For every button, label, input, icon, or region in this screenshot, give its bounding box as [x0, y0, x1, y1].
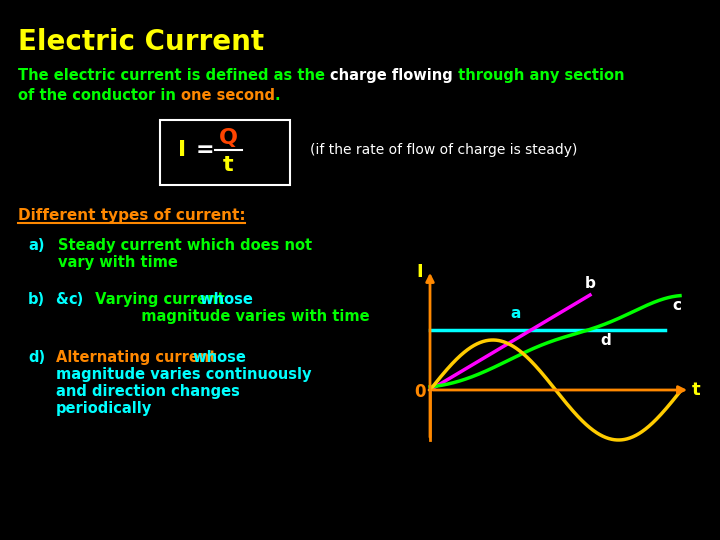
Text: Varying current: Varying current: [90, 292, 225, 307]
Text: vary with time: vary with time: [58, 255, 178, 270]
Text: Steady current which does not: Steady current which does not: [58, 238, 312, 253]
Text: t: t: [692, 381, 701, 399]
Text: and direction changes: and direction changes: [56, 384, 240, 399]
Text: I: I: [178, 140, 186, 160]
Text: through any section: through any section: [453, 68, 624, 83]
Text: I: I: [416, 263, 423, 281]
Text: Different types of current:: Different types of current:: [18, 208, 246, 223]
Text: one second: one second: [181, 88, 275, 103]
Bar: [160, 120, 290, 185]
Text: .: .: [275, 88, 281, 103]
Text: b: b: [585, 276, 596, 291]
Text: whose: whose: [195, 292, 253, 307]
Text: Q: Q: [218, 128, 238, 148]
Text: d: d: [600, 333, 611, 348]
Text: b): b): [28, 292, 45, 307]
Text: &: &: [56, 292, 74, 307]
Text: a): a): [28, 238, 45, 253]
Text: (if the rate of flow of charge is steady): (if the rate of flow of charge is steady…: [310, 143, 577, 157]
Text: of the conductor in: of the conductor in: [18, 88, 181, 103]
Text: magnitude varies continuously: magnitude varies continuously: [56, 367, 312, 382]
Text: periodically: periodically: [56, 401, 152, 416]
Text: c): c): [68, 292, 84, 307]
Text: Alternating current: Alternating current: [56, 350, 217, 365]
Text: c: c: [672, 298, 681, 313]
Text: a: a: [510, 306, 521, 321]
Text: Electric Current: Electric Current: [18, 28, 264, 56]
Text: charge flowing: charge flowing: [330, 68, 453, 83]
Text: 0: 0: [414, 383, 426, 401]
Text: The electric current is defined as the: The electric current is defined as the: [18, 68, 330, 83]
Text: t: t: [222, 155, 233, 175]
Text: =: =: [196, 140, 215, 160]
Text: d): d): [28, 350, 45, 365]
Text: magnitude varies with time: magnitude varies with time: [90, 309, 369, 324]
Text: whose: whose: [188, 350, 246, 365]
